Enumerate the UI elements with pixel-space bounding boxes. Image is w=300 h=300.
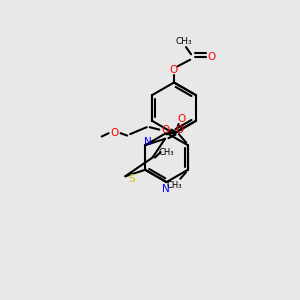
Text: O: O [178, 114, 186, 124]
Text: S: S [129, 174, 135, 184]
Text: O: O [207, 52, 215, 62]
Text: N: N [162, 184, 170, 194]
Text: O: O [161, 125, 170, 135]
Text: CH₃: CH₃ [167, 182, 182, 190]
Text: O: O [110, 128, 119, 138]
Text: CH₃: CH₃ [175, 37, 192, 46]
Text: N: N [144, 136, 152, 147]
Text: CH₃: CH₃ [158, 148, 174, 157]
Text: O: O [170, 65, 178, 75]
Text: O: O [176, 125, 184, 135]
